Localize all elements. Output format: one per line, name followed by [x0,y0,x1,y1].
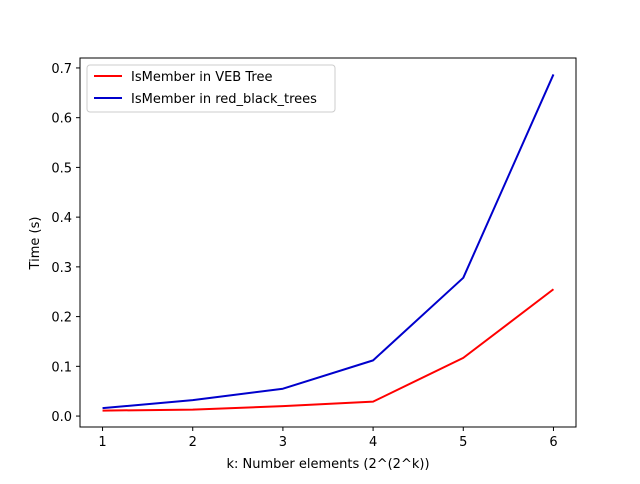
x-tick-label: 3 [279,435,287,450]
x-tick-label: 6 [549,435,557,450]
y-tick-label: 0.0 [51,410,72,425]
y-tick-label: 0.3 [51,261,72,276]
x-tick-label: 2 [189,435,197,450]
legend-label-veb: IsMember in VEB Tree [131,70,272,85]
y-tick-label: 0.7 [51,62,72,77]
legend: IsMember in VEB Tree IsMember in red_bla… [86,64,336,113]
x-axis: 1 2 3 4 5 6 [98,427,558,450]
x-axis-label: k: Number elements (2^(2^k)) [226,457,429,472]
y-tick-label: 0.5 [51,161,72,176]
y-tick-label: 0.2 [51,311,72,326]
y-axis-label: Time (s) [28,217,43,271]
series-line-red-black-trees [102,74,555,410]
plot-lines [102,74,555,412]
y-axis: 0.0 0.1 0.2 0.3 0.4 0.5 0.6 0.7 [51,62,80,425]
x-tick-label: 5 [459,435,467,450]
legend-label-rbt: IsMember in red_black_trees [131,92,317,107]
x-tick-label: 4 [369,435,377,450]
y-tick-label: 0.6 [51,112,72,127]
x-tick-label: 1 [98,435,106,450]
plot-area-frame [79,57,577,428]
series-line-veb-tree [102,288,555,412]
y-tick-label: 0.1 [51,360,72,375]
y-tick-label: 0.4 [51,211,72,226]
legend-box [86,64,336,113]
